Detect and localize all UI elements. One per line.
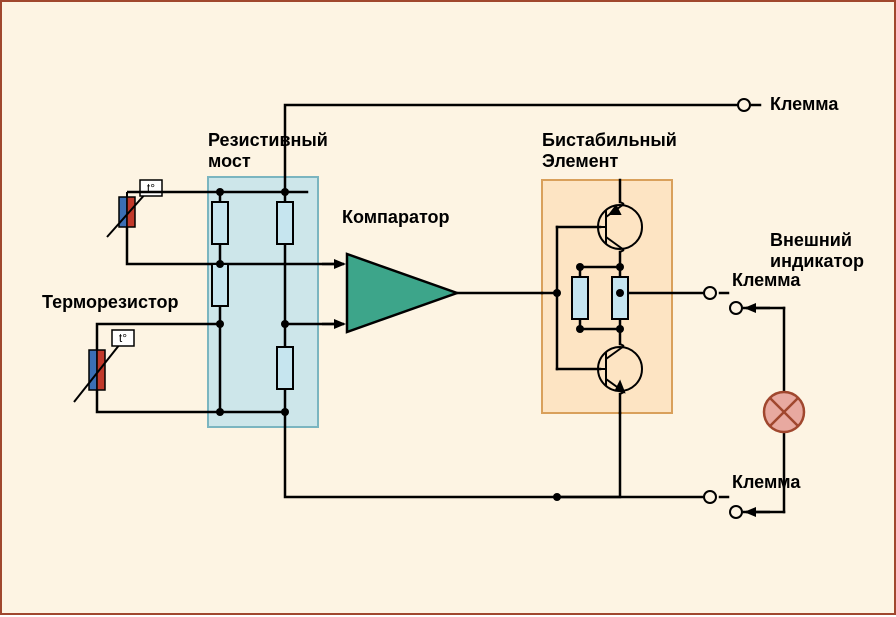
label-indicator: Внешний индикатор: [770, 230, 864, 271]
thermistor-1: t°: [107, 180, 220, 237]
comparator-shape: [347, 254, 457, 332]
terminal-ind-bot: [730, 506, 742, 518]
label-thermistor: Терморезистор: [42, 292, 179, 313]
thermistor-2: t°: [74, 330, 134, 402]
svg-text:t°: t°: [119, 331, 127, 345]
circuit-diagram: t° t°: [0, 0, 896, 615]
terminal-mid-left: [704, 287, 716, 299]
label-bridge: Резистивный мост: [208, 130, 328, 171]
label-bistable: Бистабильный Элемент: [542, 130, 677, 171]
label-terminal-2: Клемма: [732, 270, 800, 291]
terminal-bot-left: [704, 491, 716, 503]
label-terminal-1: Клемма: [770, 94, 838, 115]
terminal-top: [738, 99, 750, 111]
indicator-lamp: [764, 392, 804, 432]
label-comparator: Компаратор: [342, 207, 450, 228]
terminal-ind-top: [730, 302, 742, 314]
label-terminal-3: Клемма: [732, 472, 800, 493]
